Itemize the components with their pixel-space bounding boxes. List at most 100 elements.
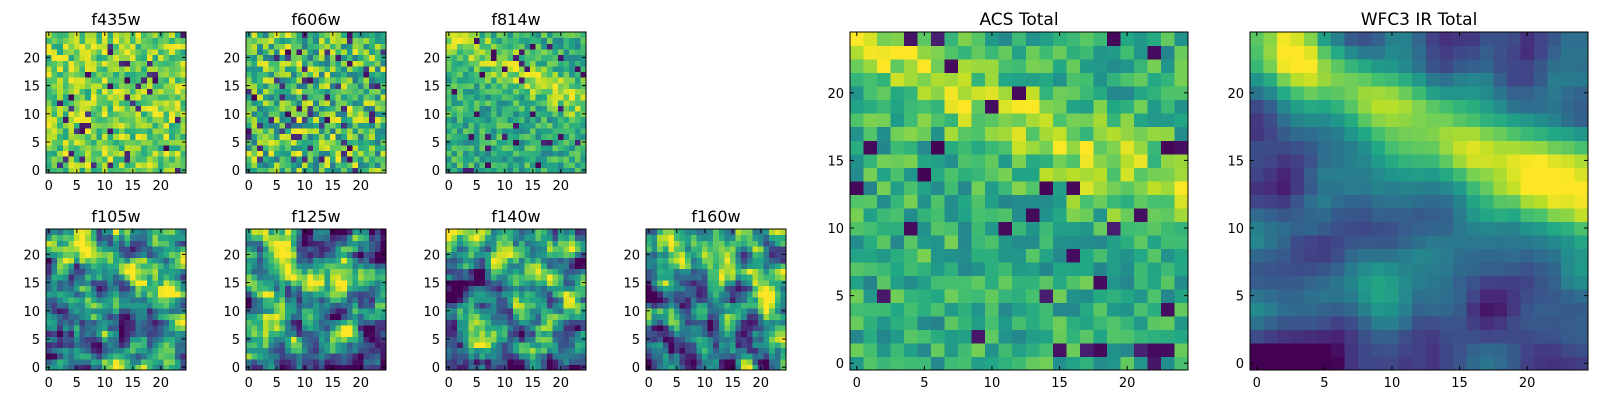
heatmap-cell: [251, 77, 258, 84]
heatmap-cell: [180, 105, 187, 112]
heatmap-cell: [341, 341, 348, 349]
heatmap-cell: [74, 358, 81, 365]
heatmap-cell: [552, 110, 559, 118]
heatmap-cell: [546, 353, 553, 360]
heatmap-cell: [1025, 234, 1040, 249]
heatmap-cell: [152, 319, 159, 326]
heatmap-cell: [318, 319, 325, 326]
heatmap-cell: [102, 358, 109, 365]
heatmap-cell: [118, 65, 125, 73]
heatmap-cell: [535, 167, 542, 174]
heatmap-cell: [96, 358, 103, 365]
heatmap-cell: [657, 251, 664, 258]
heatmap-cell: [741, 262, 748, 270]
heatmap-cell: [752, 262, 759, 270]
heatmap-cell: [718, 240, 725, 247]
heatmap-cell: [57, 60, 64, 67]
heatmap-cell: [380, 71, 387, 78]
heatmap-cell: [490, 319, 497, 326]
heatmap-cell: [524, 150, 531, 157]
heatmap-cell: [468, 245, 475, 253]
heatmap-cell: [135, 65, 142, 73]
heatmap-cell: [302, 133, 309, 140]
heatmap-cell: [485, 122, 492, 129]
heatmap-cell: [246, 133, 253, 140]
heatmap-cell: [307, 302, 314, 309]
heatmap-cell: [741, 307, 748, 315]
heatmap-cell: [535, 82, 542, 89]
heatmap-cell: [180, 133, 187, 140]
heatmap-cell: [758, 268, 765, 275]
heatmap-cell: [780, 302, 787, 309]
heatmap-cell: [479, 139, 486, 146]
heatmap-cell: [158, 77, 165, 84]
heatmap-cell: [274, 313, 281, 320]
heatmap-cell: [62, 262, 69, 270]
heatmap-cell: [877, 194, 892, 209]
heatmap-cell: [713, 347, 720, 354]
heatmap-cell: [746, 234, 753, 241]
heatmap-cell: [180, 37, 187, 44]
heatmap-cell: [135, 240, 142, 247]
heatmap-cell: [352, 99, 359, 106]
heatmap-cell: [931, 288, 946, 303]
heatmap-cell: [290, 347, 297, 354]
heatmap-cell: [290, 262, 297, 270]
heatmap-cell: [85, 105, 92, 112]
heatmap-cell: [158, 262, 165, 270]
heatmap-cell: [850, 167, 865, 182]
heatmap-cell: [1120, 167, 1135, 182]
heatmap-cell: [685, 279, 692, 286]
heatmap-cell: [457, 296, 464, 303]
heatmap-cell: [713, 358, 720, 365]
heatmap-cell: [758, 234, 765, 241]
heatmap-cell: [358, 94, 365, 101]
heatmap-cell: [352, 341, 359, 349]
heatmap-cell: [96, 279, 103, 286]
heatmap-cell: [279, 43, 286, 50]
heatmap-cell: [79, 296, 86, 303]
heatmap-cell: [569, 150, 576, 157]
heatmap-cell: [563, 99, 570, 106]
heatmap-cell: [141, 262, 148, 270]
heatmap-cell: [735, 274, 742, 281]
heatmap-cell: [569, 133, 576, 140]
heatmap-cell: [374, 48, 381, 56]
heatmap-cell: [518, 150, 525, 157]
heatmap-cell: [507, 341, 514, 349]
heatmap-cell: [552, 99, 559, 106]
heatmap-cell: [135, 82, 142, 89]
heatmap-cell: [668, 364, 675, 371]
heatmap-cell: [457, 353, 464, 360]
heatmap-cell: [302, 127, 309, 135]
heatmap-cell: [696, 319, 703, 326]
heatmap-cell: [485, 94, 492, 101]
heatmap-cell: [1174, 302, 1189, 317]
heatmap-cell: [107, 150, 114, 157]
heatmap-cell: [141, 324, 148, 332]
heatmap-cell: [513, 105, 520, 112]
heatmap-cell: [474, 358, 481, 365]
heatmap-cell: [279, 240, 286, 247]
heatmap-cell: [363, 48, 370, 56]
heatmap-cell: [850, 356, 865, 371]
heatmap-cell: [257, 257, 264, 264]
heatmap-cell: [130, 139, 137, 146]
heatmap-cell: [863, 248, 878, 263]
heatmap-cell: [341, 32, 348, 39]
heatmap-cell: [90, 144, 97, 152]
heatmap-cell: [279, 156, 286, 163]
heatmap-cell: [724, 324, 731, 332]
heatmap-cell: [135, 60, 142, 67]
heatmap-cell: [530, 65, 537, 73]
heatmap-cell: [518, 319, 525, 326]
heatmap-cell: [374, 285, 381, 292]
heatmap-cell: [352, 139, 359, 146]
heatmap-cell: [746, 257, 753, 264]
heatmap-cell: [296, 37, 303, 44]
heatmap-cell: [774, 324, 781, 332]
heatmap-cell: [90, 43, 97, 50]
heatmap-cell: [163, 139, 170, 146]
heatmap-cell: [496, 88, 503, 95]
heatmap-cell: [335, 257, 342, 264]
